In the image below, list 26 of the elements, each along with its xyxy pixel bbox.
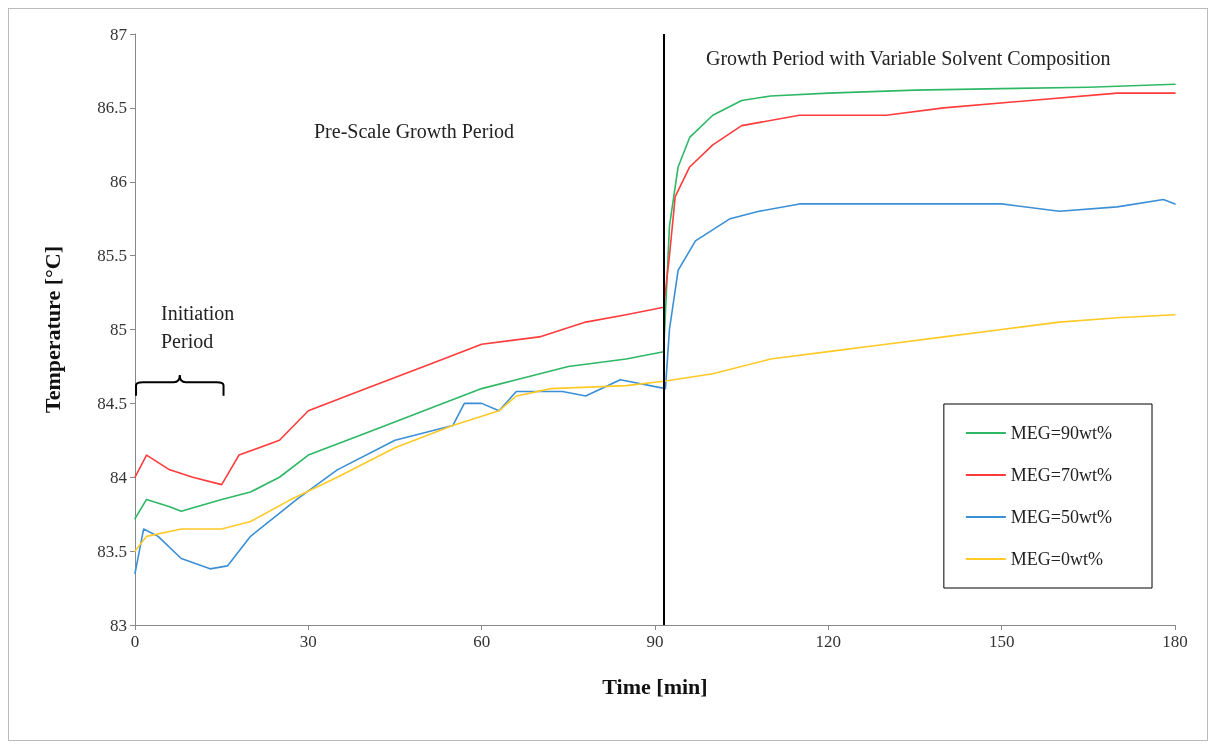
legend-label: MEG=90wt% <box>1010 423 1113 443</box>
line-series <box>134 198 1176 575</box>
x-tick-label: 90 <box>646 632 664 651</box>
y-axis-title: Temperature [°C] <box>39 245 65 414</box>
x-tick-label: 150 <box>988 632 1015 651</box>
x-tick-label: 180 <box>1162 632 1188 651</box>
x-tick-label: 30 <box>299 632 317 651</box>
x-axis-title: Time [min] <box>602 673 708 699</box>
x-tick-label: 0 <box>130 632 140 651</box>
x-tick-label: 60 <box>473 632 491 651</box>
legend-label: MEG=50wt% <box>1010 507 1113 527</box>
y-tick-label: 84.5 <box>97 393 127 413</box>
y-tick-label: 85 <box>110 320 127 339</box>
x-tick-label: 120 <box>815 632 842 651</box>
y-tick-label: 83.5 <box>97 541 127 561</box>
annotation: Growth Period with Variable Solvent Composition <box>706 47 1111 70</box>
annotation: Initiation Period <box>161 302 240 352</box>
annotation: Pre-Scale Growth Period <box>314 120 514 142</box>
y-tick-label: 87 <box>110 24 128 44</box>
y-tick-label: 86.5 <box>97 98 127 118</box>
y-tick-label: 83 <box>110 615 127 635</box>
y-tick-label: 84 <box>110 467 128 487</box>
y-tick-label: 86 <box>110 172 127 192</box>
legend-label: MEG=0wt% <box>1010 549 1104 569</box>
y-tick-label: 85.5 <box>97 246 127 266</box>
legend-label: MEG=70wt% <box>1010 465 1113 485</box>
